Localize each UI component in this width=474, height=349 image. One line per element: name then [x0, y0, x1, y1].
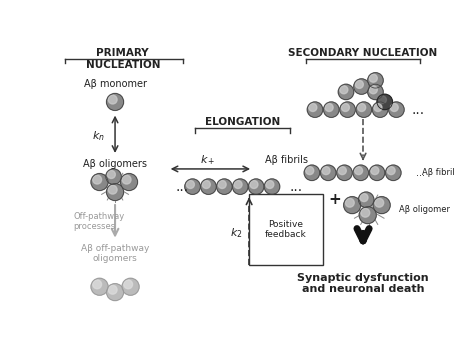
Circle shape: [338, 84, 354, 99]
Circle shape: [107, 184, 124, 200]
Text: Aβ fibril: Aβ fibril: [422, 168, 455, 177]
Circle shape: [340, 86, 348, 94]
Circle shape: [320, 165, 336, 180]
Text: ...: ...: [289, 180, 302, 194]
Text: Aβ monomer: Aβ monomer: [83, 79, 146, 89]
Circle shape: [356, 102, 372, 117]
Text: Aβ fibrils: Aβ fibrils: [264, 155, 308, 165]
Circle shape: [107, 94, 124, 110]
Text: ...: ...: [175, 180, 188, 194]
Circle shape: [201, 179, 216, 194]
Circle shape: [108, 285, 117, 294]
Circle shape: [186, 180, 194, 188]
Text: ELONGATION: ELONGATION: [204, 117, 280, 127]
Circle shape: [340, 102, 356, 117]
Text: +: +: [328, 192, 341, 207]
Circle shape: [361, 208, 370, 217]
Circle shape: [108, 95, 117, 104]
Circle shape: [185, 179, 201, 194]
Text: ...: ...: [416, 168, 425, 178]
Text: Synaptic dysfunction
and neuronal death: Synaptic dysfunction and neuronal death: [297, 273, 429, 295]
Circle shape: [217, 179, 232, 194]
Circle shape: [106, 169, 121, 184]
Circle shape: [234, 180, 242, 188]
Circle shape: [93, 175, 101, 184]
Bar: [249, 194, 323, 265]
Circle shape: [107, 284, 124, 300]
Circle shape: [360, 194, 368, 202]
Circle shape: [346, 198, 354, 207]
Circle shape: [368, 84, 383, 99]
Circle shape: [218, 180, 226, 188]
Circle shape: [122, 175, 131, 184]
Circle shape: [250, 180, 258, 188]
Circle shape: [306, 166, 314, 174]
Circle shape: [379, 96, 386, 104]
Circle shape: [309, 104, 317, 111]
Text: $k_n$: $k_n$: [91, 129, 104, 143]
Circle shape: [358, 192, 374, 207]
Circle shape: [369, 86, 377, 94]
Circle shape: [91, 278, 108, 295]
Circle shape: [371, 166, 379, 174]
Text: Aβ off-pathway
oligomers: Aβ off-pathway oligomers: [81, 244, 149, 263]
Circle shape: [373, 102, 388, 117]
Circle shape: [232, 179, 248, 194]
Circle shape: [355, 166, 363, 174]
Circle shape: [307, 102, 323, 117]
Circle shape: [385, 165, 401, 180]
Circle shape: [359, 207, 376, 224]
Text: Aβ oligomer: Aβ oligomer: [399, 205, 450, 214]
Text: ...: ...: [411, 103, 425, 117]
Circle shape: [325, 104, 333, 111]
Text: $k_+$: $k_+$: [201, 153, 216, 166]
Circle shape: [248, 179, 264, 194]
Circle shape: [341, 104, 349, 111]
Text: Aβ oligomers: Aβ oligomers: [83, 159, 147, 169]
Circle shape: [374, 104, 382, 111]
Circle shape: [120, 173, 137, 191]
Circle shape: [356, 80, 364, 88]
Circle shape: [390, 104, 398, 111]
Circle shape: [357, 104, 365, 111]
Circle shape: [324, 102, 339, 117]
Circle shape: [377, 94, 392, 110]
Circle shape: [108, 185, 117, 194]
Text: SECONDARY NUCLEATION: SECONDARY NUCLEATION: [288, 48, 438, 58]
Circle shape: [266, 180, 274, 188]
Circle shape: [107, 170, 115, 178]
Circle shape: [304, 165, 319, 180]
Circle shape: [354, 79, 369, 94]
Text: PRIMARY
NUCLEATION: PRIMARY NUCLEATION: [85, 48, 160, 70]
Circle shape: [337, 165, 352, 180]
Circle shape: [91, 173, 108, 191]
Text: Positive
feedback: Positive feedback: [264, 220, 306, 239]
Circle shape: [373, 196, 390, 214]
Text: Off-pathway
processes: Off-pathway processes: [73, 211, 125, 231]
Circle shape: [368, 73, 383, 88]
Circle shape: [344, 196, 361, 214]
Circle shape: [369, 165, 385, 180]
Circle shape: [124, 280, 133, 289]
Circle shape: [122, 278, 139, 295]
Circle shape: [369, 74, 377, 82]
Circle shape: [322, 166, 330, 174]
Circle shape: [375, 198, 383, 207]
Circle shape: [387, 166, 395, 174]
Circle shape: [93, 280, 101, 289]
Circle shape: [338, 166, 346, 174]
Circle shape: [202, 180, 210, 188]
Circle shape: [353, 165, 368, 180]
Circle shape: [389, 102, 404, 117]
Text: $k_2$: $k_2$: [230, 226, 242, 240]
Circle shape: [264, 179, 280, 194]
